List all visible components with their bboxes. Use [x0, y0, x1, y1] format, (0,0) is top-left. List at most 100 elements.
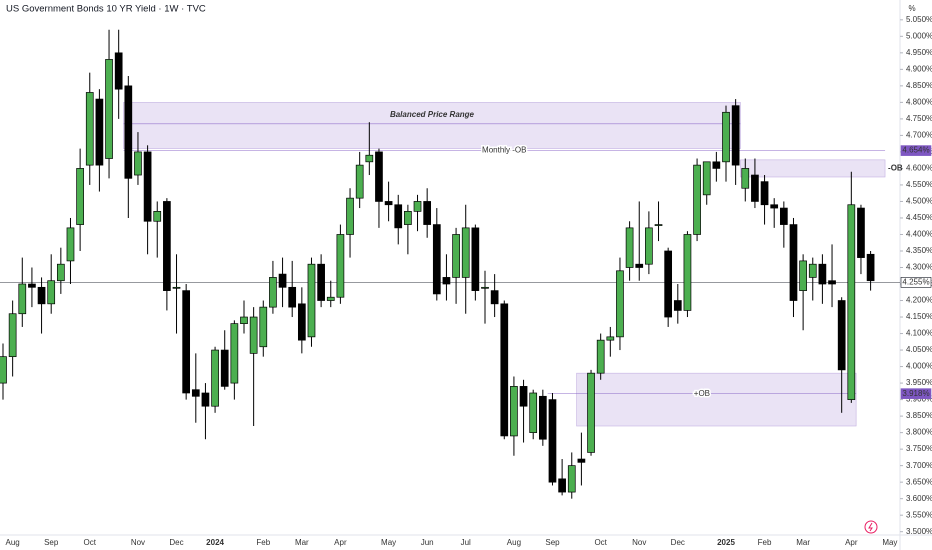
candle-body — [317, 263, 325, 301]
y-tick-label: 4.150% — [906, 312, 932, 321]
x-tick-label: May — [381, 538, 396, 547]
candle-body — [596, 339, 605, 374]
candle-body — [760, 181, 769, 206]
y-tick-label: 3.800% — [906, 428, 932, 437]
candle-body — [837, 300, 846, 371]
candle-body — [442, 277, 451, 285]
candle-body — [172, 286, 181, 289]
event-icon[interactable] — [864, 520, 878, 534]
y-tick-label: 4.200% — [906, 296, 932, 305]
x-tick-label: Jun — [421, 538, 434, 547]
candle-body — [751, 174, 759, 202]
zone — [740, 159, 886, 178]
price-tag-label: 4.255% — [902, 277, 929, 286]
zone — [123, 102, 741, 149]
candle-body — [847, 204, 856, 400]
price-tag — [900, 145, 932, 156]
candle-body — [47, 280, 56, 305]
event-circle[interactable] — [864, 520, 878, 534]
x-tick-label: May — [882, 538, 897, 547]
candle-body — [828, 280, 836, 285]
candle-body — [85, 92, 94, 166]
y-tick-label: 4.350% — [906, 246, 932, 255]
y-tick-label: 4.950% — [906, 48, 932, 57]
y-tick-label: 4.800% — [906, 97, 932, 106]
candle-body — [779, 207, 788, 225]
candle-body — [249, 316, 258, 354]
candle-body — [355, 164, 364, 199]
candle-body — [645, 227, 653, 265]
candle-body — [866, 253, 875, 282]
candle-body — [307, 263, 316, 338]
candle-body — [558, 478, 566, 493]
x-tick-label: Mar — [796, 538, 810, 547]
price-tag — [900, 388, 932, 399]
y-tick-label: 4.100% — [906, 329, 932, 338]
candle-body — [567, 465, 576, 493]
candle-body — [230, 323, 239, 384]
level-text: Monthly -OB — [482, 146, 526, 155]
candle-body — [587, 372, 595, 453]
x-tick-label: Dec — [671, 538, 685, 547]
candle-body — [105, 59, 113, 159]
y-tick-label: 4.550% — [906, 180, 932, 189]
candle-body — [625, 227, 634, 268]
candle-body — [269, 277, 277, 308]
candle-body — [461, 227, 470, 278]
y-tick-label: 3.750% — [906, 444, 932, 453]
candle-body — [336, 234, 345, 298]
candle-body — [538, 395, 547, 440]
candle-body — [18, 283, 27, 315]
candle-body — [616, 270, 624, 338]
y-tick-label: 4.750% — [906, 114, 932, 123]
x-tick-label: Apr — [334, 538, 347, 547]
y-tick-label: 4.400% — [906, 230, 932, 239]
candle-body — [220, 349, 229, 387]
level-text: +OB — [694, 389, 710, 398]
candle-body — [375, 151, 383, 202]
candle-body — [712, 161, 721, 169]
zone-label: Balanced Price Range — [390, 110, 475, 119]
candle-body — [404, 211, 412, 225]
event-bolt[interactable] — [868, 522, 873, 532]
x-tick-label: Sep — [44, 538, 59, 547]
x-tick-label: Aug — [507, 538, 521, 547]
zone — [576, 372, 857, 427]
x-tick-label: Oct — [594, 538, 607, 547]
candle-body — [664, 250, 673, 318]
candle-body — [288, 286, 297, 308]
candle-body — [606, 336, 615, 341]
y-tick-label: 3.700% — [906, 461, 932, 470]
candle-body — [702, 161, 711, 196]
y-tick-label: 3.900% — [906, 395, 932, 404]
candle-body — [510, 386, 518, 437]
candle-body — [201, 392, 210, 407]
y-tick-label: 5.000% — [906, 31, 932, 40]
candle-body — [66, 227, 75, 262]
candle-body — [519, 386, 528, 407]
y-tick-label: 3.600% — [906, 494, 932, 503]
candle-body — [0, 356, 7, 384]
candle-body — [731, 105, 740, 166]
candle-body — [76, 168, 84, 225]
candle-body — [452, 234, 460, 278]
y-tick-label: 4.500% — [906, 197, 932, 206]
x-tick-label: Aug — [6, 538, 20, 547]
y-tick-label: 4.000% — [906, 362, 932, 371]
x-tick-label: Feb — [256, 538, 270, 547]
price-tag-label: 3.918% — [902, 389, 929, 398]
y-tick-label: 3.950% — [906, 378, 932, 387]
candle-body — [134, 151, 142, 176]
candle-body — [114, 52, 123, 90]
candle-body — [297, 303, 306, 341]
candle-body — [124, 85, 133, 179]
candle-body — [365, 154, 374, 163]
candle-body — [789, 224, 798, 301]
x-tick-label: Mar — [295, 538, 309, 547]
candle-body — [182, 290, 191, 394]
candle-body — [95, 98, 104, 166]
candle-body — [857, 207, 865, 258]
candle-body — [529, 392, 538, 433]
candle-body — [673, 300, 682, 311]
candle-body — [654, 224, 663, 226]
